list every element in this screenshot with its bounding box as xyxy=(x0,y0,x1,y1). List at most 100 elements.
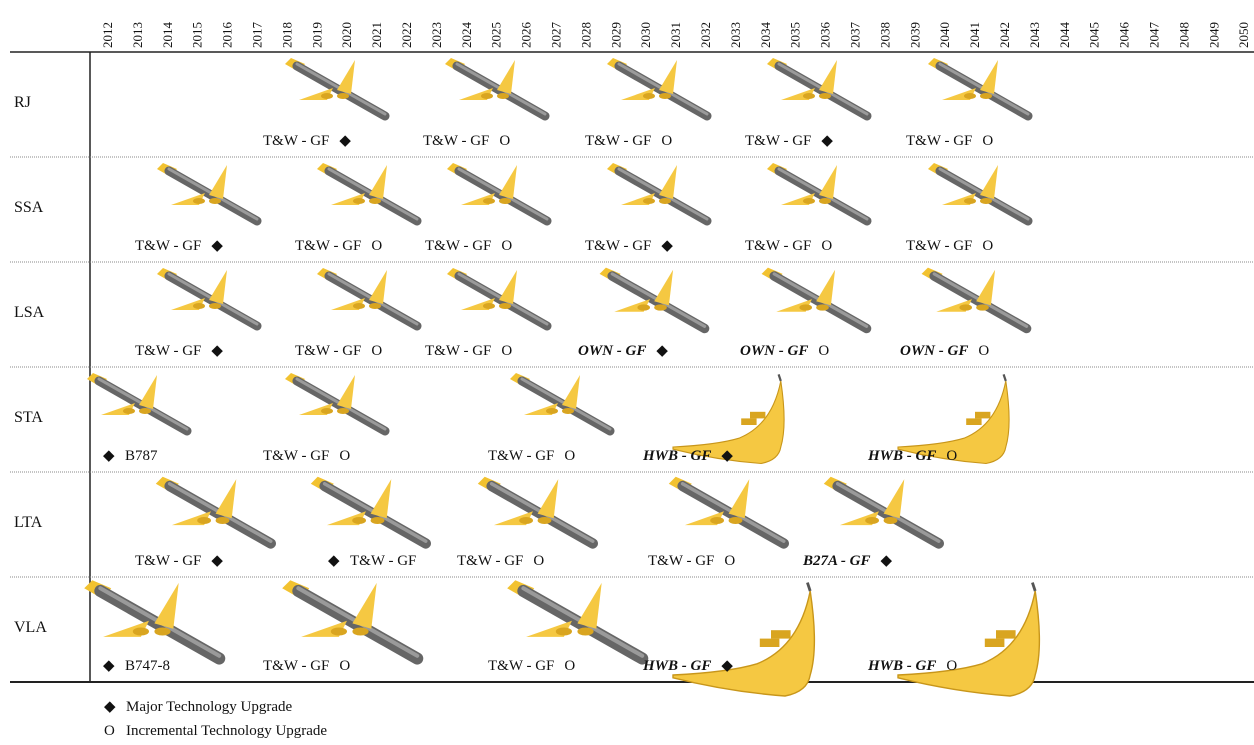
year-label: 2039 xyxy=(907,22,922,48)
year-label: 2021 xyxy=(369,22,384,48)
aircraft-icon xyxy=(285,58,385,116)
year-label: 2050 xyxy=(1236,22,1251,48)
upgrade-marker: O xyxy=(564,448,575,464)
upgrade-marker: O xyxy=(821,238,832,254)
aircraft-icon xyxy=(157,163,257,221)
year-label: 2017 xyxy=(250,22,265,49)
entry-label: OWN - GF xyxy=(900,343,968,359)
entry-label: T&W - GF xyxy=(585,133,651,149)
aircraft-icon xyxy=(600,268,705,329)
upgrade-marker: ◆ xyxy=(821,133,833,149)
entry-label: T&W - GF xyxy=(295,238,361,254)
year-label: 2045 xyxy=(1087,22,1102,48)
upgrade-marker: ◆ xyxy=(103,658,115,674)
aircraft-icon xyxy=(767,58,867,116)
year-label: 2012 xyxy=(100,22,115,48)
upgrade-marker: O xyxy=(499,133,510,149)
upgrade-marker: O xyxy=(978,343,989,359)
year-label: 2018 xyxy=(279,22,294,48)
entry-label: T&W - GF xyxy=(295,343,361,359)
row-label: VLA xyxy=(14,619,47,636)
year-label: 2033 xyxy=(728,22,743,48)
year-label: 2028 xyxy=(578,22,593,48)
aircraft-icon xyxy=(671,581,816,698)
aircraft-icon xyxy=(928,58,1028,116)
year-label: 2049 xyxy=(1206,22,1221,48)
aircraft-icon xyxy=(447,268,547,326)
legend-label: Major Technology Upgrade xyxy=(126,699,292,715)
year-label: 2013 xyxy=(130,22,145,48)
entry-label: T&W - GF xyxy=(457,553,523,569)
aircraft-icon xyxy=(669,477,784,544)
aircraft-icon xyxy=(447,163,547,221)
year-label: 2014 xyxy=(160,22,175,49)
year-label: 2019 xyxy=(309,22,324,48)
upgrade-marker: O xyxy=(564,658,575,674)
upgrade-marker: ◆ xyxy=(656,343,668,359)
aircraft-icon xyxy=(87,373,187,431)
entry-label: HWB - GF xyxy=(642,448,711,464)
entry-label: T&W - GF xyxy=(488,448,554,464)
year-label: 2047 xyxy=(1147,22,1162,49)
entry-label: T&W - GF xyxy=(745,238,811,254)
row-label: RJ xyxy=(14,94,31,111)
aircraft-icon xyxy=(824,477,939,544)
entry-label: T&W - GF xyxy=(263,133,329,149)
aircraft-icon xyxy=(767,163,867,221)
content: 2012 2013 2014 2015 2016 2017 2018 2019 2020 2021… xyxy=(10,22,1254,739)
year-label: 2048 xyxy=(1176,22,1191,48)
legend-marker: O xyxy=(104,723,115,739)
year-label: 2043 xyxy=(1027,22,1042,48)
year-label: 2026 xyxy=(519,22,534,49)
year-label: 2015 xyxy=(190,22,205,48)
entry-label: T&W - GF xyxy=(425,343,491,359)
year-label: 2016 xyxy=(220,22,235,49)
upgrade-marker: O xyxy=(946,658,957,674)
entry-label: T&W - GF xyxy=(263,658,329,674)
entry-label: T&W - GF xyxy=(135,238,201,254)
year-label: 2038 xyxy=(877,22,892,48)
entry-label: T&W - GF xyxy=(745,133,811,149)
entry-label: T&W - GF xyxy=(425,238,491,254)
year-label: 2024 xyxy=(459,22,474,49)
year-label: 2046 xyxy=(1117,22,1132,49)
entry-label: T&W - GF xyxy=(350,553,416,569)
row-label: STA xyxy=(14,409,43,426)
upgrade-marker: O xyxy=(724,553,735,569)
year-label: 2044 xyxy=(1057,22,1072,49)
year-label: 2034 xyxy=(758,22,773,49)
aircraft-icon xyxy=(317,163,417,221)
upgrade-marker: O xyxy=(339,658,350,674)
upgrade-marker: ◆ xyxy=(328,553,340,569)
entry-label: T&W - GF xyxy=(906,238,972,254)
entry-label: T&W - GF xyxy=(263,448,329,464)
aircraft-icon xyxy=(311,477,426,544)
year-label: 2035 xyxy=(788,22,803,48)
aircraft-icon xyxy=(607,163,707,221)
upgrade-marker: ◆ xyxy=(211,553,223,569)
upgrade-marker: O xyxy=(982,238,993,254)
aircraft-icon xyxy=(510,373,610,431)
entry-label: B27A - GF xyxy=(802,553,871,569)
entry-label: T&W - GF xyxy=(488,658,554,674)
upgrade-marker: O xyxy=(946,448,957,464)
year-label: 2036 xyxy=(818,22,833,49)
upgrade-marker: O xyxy=(533,553,544,569)
upgrade-marker: ◆ xyxy=(211,238,223,254)
entry-label: T&W - GF xyxy=(135,343,201,359)
entry-label: B747-8 xyxy=(125,658,170,674)
upgrade-marker: ◆ xyxy=(103,448,115,464)
year-label: 2027 xyxy=(549,22,564,49)
aircraft-icon xyxy=(607,58,707,116)
year-label: 2029 xyxy=(608,22,623,48)
aircraft-icon xyxy=(896,581,1041,698)
year-label: 2041 xyxy=(967,22,982,48)
year-label: 2040 xyxy=(937,22,952,48)
upgrade-marker: O xyxy=(501,343,512,359)
aircraft-icon xyxy=(445,58,545,116)
upgrade-marker: O xyxy=(501,238,512,254)
upgrade-marker: O xyxy=(339,448,350,464)
year-label: 2032 xyxy=(698,22,713,48)
